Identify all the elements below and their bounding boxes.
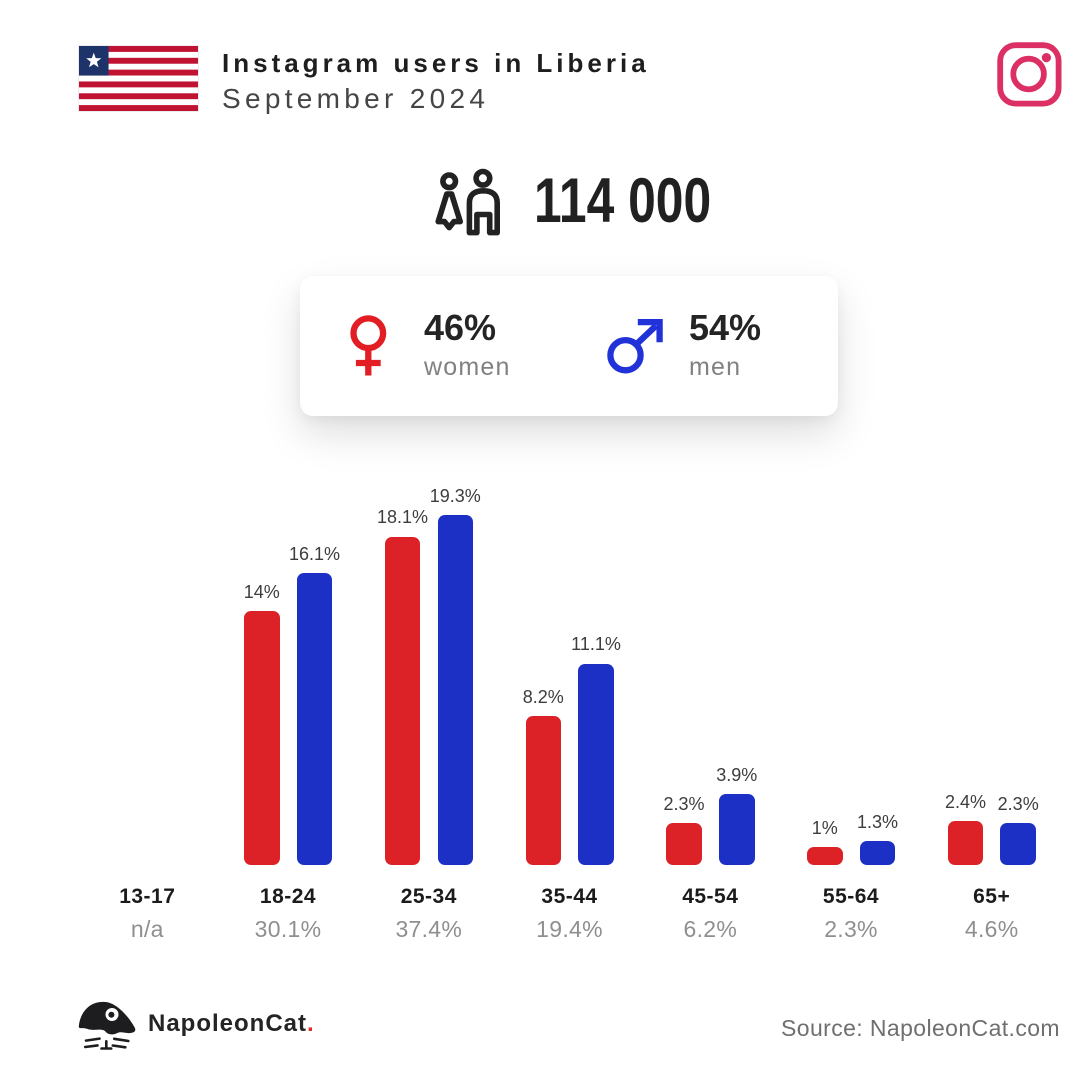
women-men-icon	[435, 168, 500, 236]
age-group-label-25-34: 25-34	[400, 885, 457, 908]
women-bar-value-45-54: 2.3%	[663, 794, 705, 815]
men-bar-18-24	[296, 572, 333, 865]
total-users-value: 114 000	[534, 166, 712, 236]
men-bar-65+	[1000, 823, 1036, 865]
age-group-total-18-24: 30.1%	[254, 916, 322, 942]
women-bar-value-18-24: 14%	[243, 581, 280, 602]
women-bar-18-24	[244, 610, 280, 865]
women-bar-55-64	[807, 846, 843, 865]
women-bar-value-65+: 2.4%	[944, 792, 987, 813]
women-bar-value-35-44: 8.2%	[522, 687, 564, 707]
men-label: men	[689, 353, 742, 381]
men-bar-value-18-24: 16.1%	[288, 543, 341, 564]
age-group-total-55-64: 2.3%	[824, 916, 878, 942]
age-group-label-55-64: 55-64	[822, 885, 880, 908]
age-group-total-13-17: n/a	[130, 916, 164, 942]
men-bar-value-25-34: 19.3%	[429, 485, 481, 506]
men-percent: 54%	[689, 307, 762, 348]
age-group-label-13-17: 13-17	[119, 885, 176, 908]
page-title: Instagram users in Liberia	[222, 48, 650, 78]
flag-stripe	[79, 87, 198, 94]
age-group-label-18-24: 18-24	[259, 885, 317, 908]
men-bar-55-64	[859, 841, 896, 865]
age-group-total-65+: 4.6%	[964, 916, 1019, 942]
men-bar-value-55-64: 1.3%	[856, 812, 899, 833]
flag-stripe	[79, 46, 198, 53]
women-bar-65+	[947, 821, 984, 865]
napoleoncat-logo-icon	[78, 1001, 136, 1050]
flag-stripe	[79, 93, 198, 100]
page-subtitle: September 2024	[222, 83, 490, 114]
flag-stripe	[79, 99, 198, 106]
brand-name: NapoleonCat.	[148, 1012, 315, 1036]
age-group-total-25-34: 37.4%	[395, 916, 463, 942]
women-bar-25-34	[384, 536, 421, 865]
women-percent: 46%	[424, 307, 497, 348]
women-label: women	[424, 353, 511, 381]
flag-stripe	[79, 81, 198, 88]
flag-stripe	[79, 51, 198, 59]
male-symbol-icon	[607, 318, 663, 374]
women-bar-value-25-34: 18.1%	[376, 507, 429, 528]
flag-stripe	[79, 57, 198, 65]
age-group-total-35-44: 19.4%	[536, 916, 603, 942]
source-attribution: Source: NapoleonCat.com	[781, 1015, 1060, 1041]
liberia-flag-icon	[79, 46, 198, 111]
gender-split-card	[300, 276, 838, 416]
brand-name-text: NapoleonCat	[148, 1010, 308, 1037]
men-bar-value-35-44: 11.1%	[571, 634, 621, 655]
flag-star	[86, 52, 102, 68]
men-bar-value-65+: 2.3%	[997, 794, 1039, 815]
flag-stripe	[79, 105, 198, 111]
age-group-label-65+: 65+	[973, 885, 1011, 908]
women-bar-45-54	[666, 823, 702, 865]
age-group-total-45-54: 6.2%	[683, 916, 738, 942]
female-symbol-icon	[350, 315, 387, 376]
flag-stripe	[79, 63, 198, 70]
men-bar-value-45-54: 3.9%	[716, 765, 758, 785]
flag-stripe	[79, 69, 198, 76]
men-bar-35-44	[578, 663, 614, 865]
flag-stripe	[79, 75, 198, 82]
age-group-label-45-54: 45-54	[682, 885, 739, 908]
instagram-icon	[997, 42, 1062, 107]
women-bar-35-44	[525, 716, 562, 865]
men-bar-45-54	[719, 794, 755, 865]
women-bar-value-55-64: 1%	[811, 817, 838, 838]
men-bar-25-34	[437, 514, 474, 865]
brand-name-dot: .	[307, 1010, 315, 1037]
age-group-label-35-44: 35-44	[541, 885, 598, 908]
